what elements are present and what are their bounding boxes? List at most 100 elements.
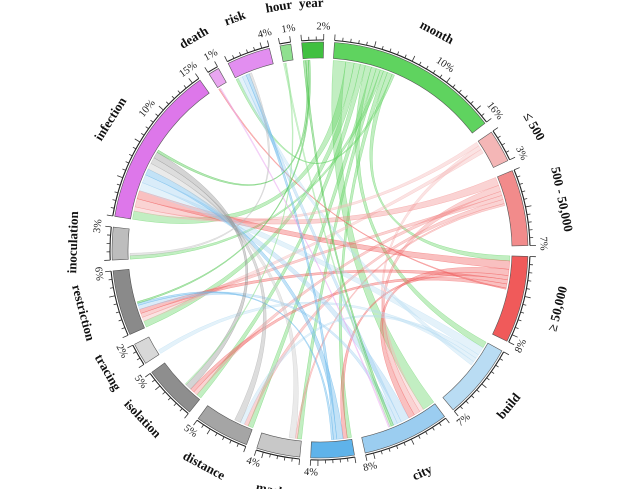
segment-tick-tracing: [127, 344, 133, 349]
segment-tick-city: [373, 452, 376, 459]
ribbon-distance-to-infection: [150, 157, 267, 423]
percent-label-nation: 4%: [304, 467, 319, 479]
segment-tick-risk: [239, 52, 242, 56]
segment-tick-build: [486, 377, 490, 381]
segment-tick-distance: [236, 443, 239, 447]
ribbon-month-to-mask: [297, 68, 381, 440]
segment-tick-month: [350, 38, 352, 43]
percent-label-month: 10%: [434, 55, 456, 75]
segment-tick-month: [411, 55, 416, 62]
segment-tick-50-000: [517, 319, 522, 322]
ribbon-500-to-city: [381, 145, 482, 412]
segment-tick-month: [486, 118, 492, 123]
segment-tick-isolation: [162, 391, 166, 395]
segment-tick-city: [403, 442, 406, 446]
segment-axis-distance: [196, 419, 246, 447]
segment-tick-death: [204, 67, 209, 73]
ribbon-mask-to-infection: [147, 163, 299, 439]
segment-tick-isolation: [179, 408, 183, 412]
segment-tick-build: [454, 411, 459, 417]
ribbon-build-to-distance: [240, 315, 479, 425]
ribbon-month-to-infection: [132, 61, 355, 224]
ribbon-500-50-000-to-restriction: [140, 195, 504, 318]
segment-tick-mask: [261, 452, 264, 459]
segment-tick-mask: [276, 455, 279, 460]
segment-tick-500: [497, 135, 501, 139]
ribbon-50-000-to-nation: [340, 272, 509, 439]
segment-tick-50-000: [526, 288, 530, 290]
percent-label-build: 7%: [455, 411, 473, 429]
segment-hour: [279, 43, 294, 62]
percent-label-city: 8%: [362, 460, 378, 474]
segment-label-isolation: isolation: [121, 396, 165, 441]
segment-tick-500-50-000: [516, 175, 521, 178]
segment-tick-50-000: [508, 341, 515, 346]
ribbon-year-to-city: [303, 60, 394, 427]
segment-build: [442, 342, 503, 411]
segment-tick-isolation: [155, 385, 161, 391]
percent-label-infection: 10%: [137, 98, 158, 120]
percent-label-month: 16%: [484, 100, 505, 122]
segment-tick-month: [470, 101, 474, 105]
segment-tick-500-50-000: [513, 167, 520, 171]
segment-tick-500-50-000: [525, 205, 532, 208]
ribbon-year-to-restriction: [136, 60, 311, 304]
segment-tick-hour: [278, 37, 281, 44]
percent-label-50-000: 8%: [513, 337, 529, 355]
segment-label-city: city: [410, 461, 435, 483]
segment-tick-500: [492, 127, 499, 132]
segment-tick-infection: [177, 90, 181, 94]
segment-tick-month: [374, 41, 377, 48]
segment-year: [301, 41, 324, 60]
segment-tick-death: [214, 61, 218, 67]
ribbon-layer: [129, 60, 511, 440]
segment-tick-restriction: [109, 295, 116, 298]
ribbon-city-to-infection: [142, 174, 410, 422]
segment-tracing: [134, 336, 160, 364]
percent-label-infection: 15%: [177, 60, 199, 80]
segment-tick-hour: [289, 36, 291, 43]
segment-axis-infection: [112, 78, 200, 217]
segment-tick-risk: [246, 49, 249, 53]
segment-axis-500: [492, 130, 511, 161]
ribbon-build-to-infection: [139, 182, 484, 356]
segment-tick-month: [389, 48, 392, 53]
ribbon-build-to-risk: [238, 76, 474, 366]
ribbon-hour-to-isolation: [184, 62, 294, 386]
segment-tick-500: [501, 142, 506, 146]
segment-tick-month: [458, 89, 462, 93]
ribbon-500-50-000-to-distance: [243, 199, 505, 427]
segment-tick-city: [438, 422, 442, 427]
segment-tick-build: [491, 371, 495, 374]
segment-tick-month: [446, 77, 451, 83]
segment-tick-tracing: [133, 351, 137, 354]
segment-inoculation: [111, 226, 130, 261]
segment-axis-city: [365, 417, 447, 456]
segment-tick-month: [439, 74, 443, 78]
segment-layer: [104, 34, 536, 466]
segment-nation: [310, 438, 355, 459]
ribbon-500-to-restriction: [142, 149, 484, 322]
segment-tick-500: [509, 156, 516, 161]
percent-label-500-50-000: 7%: [537, 236, 548, 251]
segment-tick-month: [475, 105, 481, 110]
segment-500-50-000: [497, 170, 529, 247]
percent-label-inoculation: 3%: [92, 218, 104, 233]
segment-tick-month: [432, 70, 436, 74]
segment-tick-isolation: [173, 402, 177, 406]
segment-tick-month: [358, 40, 360, 44]
segment-city: [361, 403, 445, 454]
segment-tick-year: [300, 34, 302, 41]
segment-death: [208, 68, 227, 89]
segment-tick-infection: [145, 126, 149, 130]
segment-label-500-50-000: 500 - 50,000: [548, 165, 576, 233]
ribbon-year-to-infection: [156, 60, 310, 186]
ribbon-hour-to-city: [283, 62, 392, 428]
segment-tick-month: [419, 61, 422, 66]
segment-mask: [256, 432, 302, 458]
segment-tick-build: [495, 364, 499, 368]
segment-tick-500: [505, 150, 510, 153]
segment-tick-city: [418, 435, 421, 439]
segment-tick-month: [404, 54, 407, 59]
